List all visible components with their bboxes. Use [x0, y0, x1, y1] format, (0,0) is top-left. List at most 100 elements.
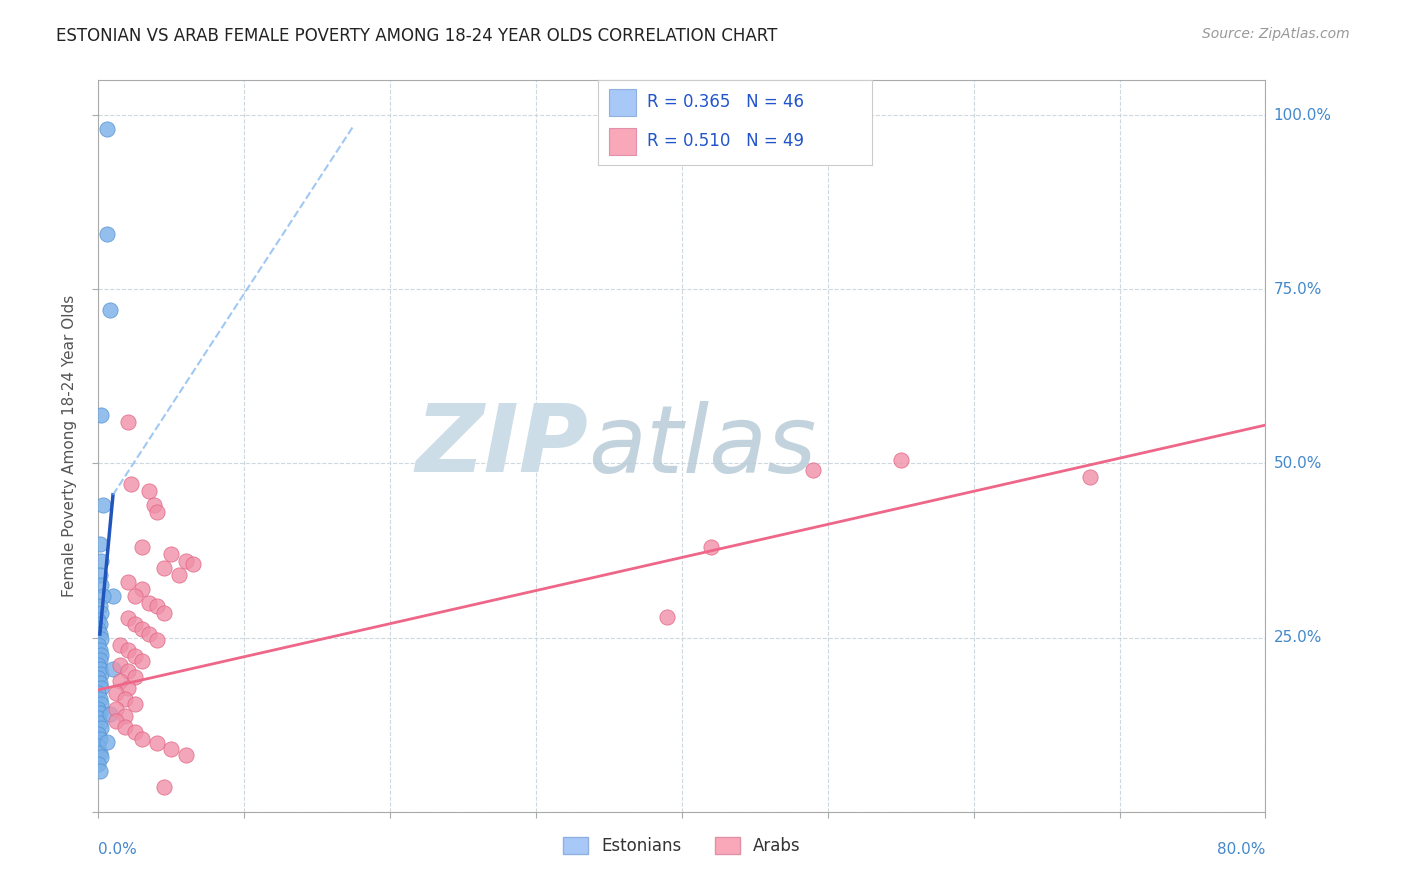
Point: [101, 662, 124, 676]
Point: [890, 453, 912, 467]
Point: [87, 727, 110, 741]
Text: 50.0%: 50.0%: [1274, 456, 1322, 471]
Point: [91, 498, 114, 512]
Point: [167, 567, 190, 582]
Point: [124, 669, 146, 683]
Point: [89, 567, 111, 582]
Point: [124, 589, 146, 603]
Text: 75.0%: 75.0%: [1274, 282, 1322, 297]
Y-axis label: Female Poverty Among 18-24 Year Olds: Female Poverty Among 18-24 Year Olds: [62, 295, 77, 597]
Point: [89, 662, 111, 676]
Point: [101, 589, 124, 603]
Point: [96, 735, 118, 749]
Legend: Estonians, Arabs: Estonians, Arabs: [557, 830, 807, 862]
Point: [89, 643, 111, 657]
Point: [90, 666, 112, 681]
Point: [153, 561, 176, 575]
Point: [174, 747, 197, 762]
Text: R = 0.365   N = 46: R = 0.365 N = 46: [647, 94, 804, 112]
Point: [90, 721, 112, 735]
Point: [87, 739, 110, 753]
Point: [117, 574, 139, 589]
Point: [138, 484, 160, 499]
Point: [117, 681, 139, 695]
Point: [87, 686, 110, 700]
Point: [87, 711, 110, 725]
Point: [90, 408, 112, 422]
Point: [131, 654, 153, 668]
Point: [104, 686, 127, 700]
Point: [124, 616, 146, 631]
Point: [131, 731, 153, 746]
Point: [89, 764, 111, 779]
Point: [98, 303, 121, 318]
Point: [90, 606, 112, 620]
Point: [87, 622, 110, 636]
Point: [124, 698, 146, 712]
Bar: [609, 128, 636, 155]
Point: [117, 415, 139, 429]
Text: ESTONIAN VS ARAB FEMALE POVERTY AMONG 18-24 YEAR OLDS CORRELATION CHART: ESTONIAN VS ARAB FEMALE POVERTY AMONG 18…: [56, 27, 778, 45]
Point: [117, 643, 139, 657]
Point: [146, 505, 169, 519]
Point: [90, 554, 112, 568]
Point: [89, 706, 111, 720]
Point: [174, 554, 197, 568]
Point: [89, 746, 111, 760]
Point: [90, 578, 112, 592]
Point: [1080, 470, 1102, 484]
Point: [89, 536, 111, 550]
Point: [87, 658, 110, 673]
Point: [138, 627, 160, 641]
Point: [120, 477, 142, 491]
Point: [110, 674, 132, 689]
Point: [801, 463, 824, 477]
Point: [87, 671, 110, 685]
Point: [657, 609, 679, 624]
Text: Source: ZipAtlas.com: Source: ZipAtlas.com: [1202, 27, 1350, 41]
Point: [138, 596, 160, 610]
Point: [96, 122, 118, 136]
Point: [153, 606, 176, 620]
Point: [700, 540, 723, 554]
Text: atlas: atlas: [589, 401, 817, 491]
Point: [153, 780, 176, 795]
Point: [114, 720, 136, 734]
Point: [160, 742, 183, 756]
Text: 25.0%: 25.0%: [1274, 630, 1322, 645]
Point: [90, 697, 112, 711]
Point: [89, 616, 111, 631]
Point: [91, 589, 114, 603]
Point: [131, 622, 153, 636]
Text: ZIP: ZIP: [416, 400, 589, 492]
Point: [110, 658, 132, 673]
Point: [124, 725, 146, 739]
Bar: [609, 89, 636, 116]
Point: [124, 648, 146, 663]
Point: [90, 681, 112, 695]
Point: [89, 731, 111, 746]
Point: [98, 707, 121, 722]
Point: [96, 227, 118, 241]
Point: [110, 638, 132, 652]
Point: [181, 558, 204, 572]
Point: [90, 648, 112, 662]
Point: [104, 702, 127, 716]
Point: [104, 714, 127, 728]
Point: [90, 632, 112, 646]
Point: [117, 611, 139, 625]
Point: [114, 691, 136, 706]
Point: [90, 750, 112, 764]
Point: [87, 701, 110, 715]
Point: [89, 676, 111, 690]
Point: [142, 498, 165, 512]
Point: [160, 547, 183, 561]
Point: [87, 613, 110, 627]
Point: [87, 638, 110, 652]
Point: [117, 664, 139, 678]
Point: [89, 691, 111, 706]
Point: [89, 715, 111, 730]
Point: [114, 708, 136, 723]
Point: [146, 632, 169, 647]
Point: [89, 653, 111, 667]
